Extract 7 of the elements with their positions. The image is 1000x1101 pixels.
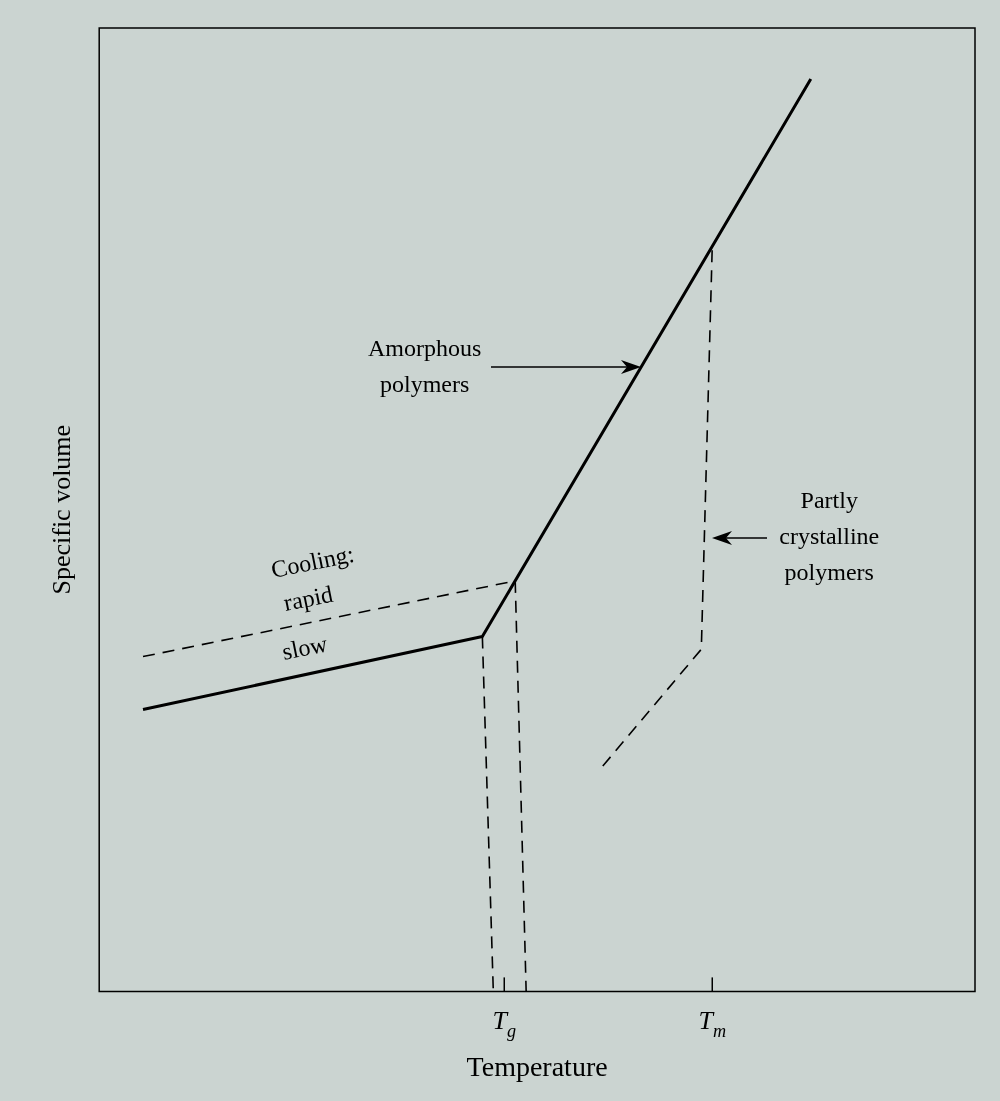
annotation: Amorphous polymers xyxy=(367,334,482,397)
x-axis-title: Temperature xyxy=(466,1050,608,1082)
annotation: Cooling: xyxy=(268,540,357,583)
annotation: slow xyxy=(279,630,331,665)
annotation: rapid xyxy=(281,580,335,616)
y-axis-title: Specific volume xyxy=(47,424,77,595)
annotation: Partly crystalline polymers xyxy=(779,487,880,586)
